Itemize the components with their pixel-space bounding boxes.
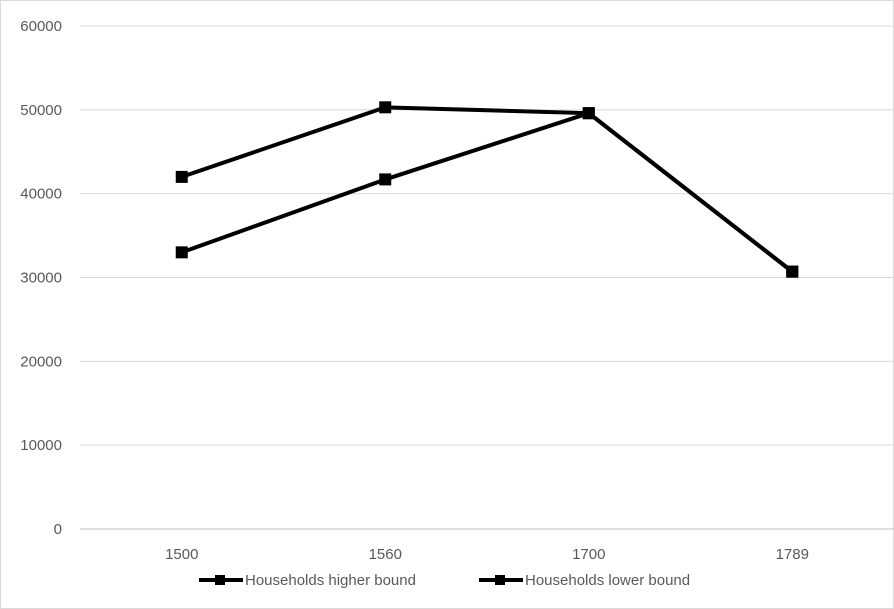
data-point-marker [582,107,595,120]
legend-label: Households lower bound [525,572,690,589]
series-2 [175,107,799,278]
legend-entry: Households lower bound [479,572,690,589]
legend-marker-swatch [215,575,225,585]
legend-entry: Households higher bound [199,572,416,589]
legend: Households higher bound Households lower … [199,572,690,589]
x-tick-label: 1700 [572,546,605,563]
series-line [179,105,795,274]
legend-marker-swatch [495,575,505,585]
x-tick-label: 1560 [369,546,402,563]
y-tick-label: 40000 [20,186,62,203]
data-point-marker [175,246,188,259]
x-axis-tick-labels: 1500 1560 1700 1789 [165,546,809,563]
data-point-marker [786,265,799,278]
x-tick-label: 1500 [165,546,198,563]
legend-label: Households higher bound [245,572,416,589]
y-axis-tick-labels: 0 10000 20000 30000 40000 50000 60000 [20,18,62,538]
series-lines [175,101,799,278]
series-1 [175,101,799,278]
y-tick-label: 10000 [20,437,62,454]
y-tick-label: 50000 [20,102,62,119]
y-tick-label: 60000 [20,18,62,35]
y-tick-label: 30000 [20,270,62,287]
series-line [179,111,795,274]
data-point-marker [379,101,392,114]
gridlines [80,25,893,530]
data-point-marker [175,170,188,183]
x-tick-label: 1789 [776,546,809,563]
data-point-marker [379,173,392,186]
y-tick-label: 20000 [20,353,62,370]
y-tick-label: 0 [54,521,62,538]
